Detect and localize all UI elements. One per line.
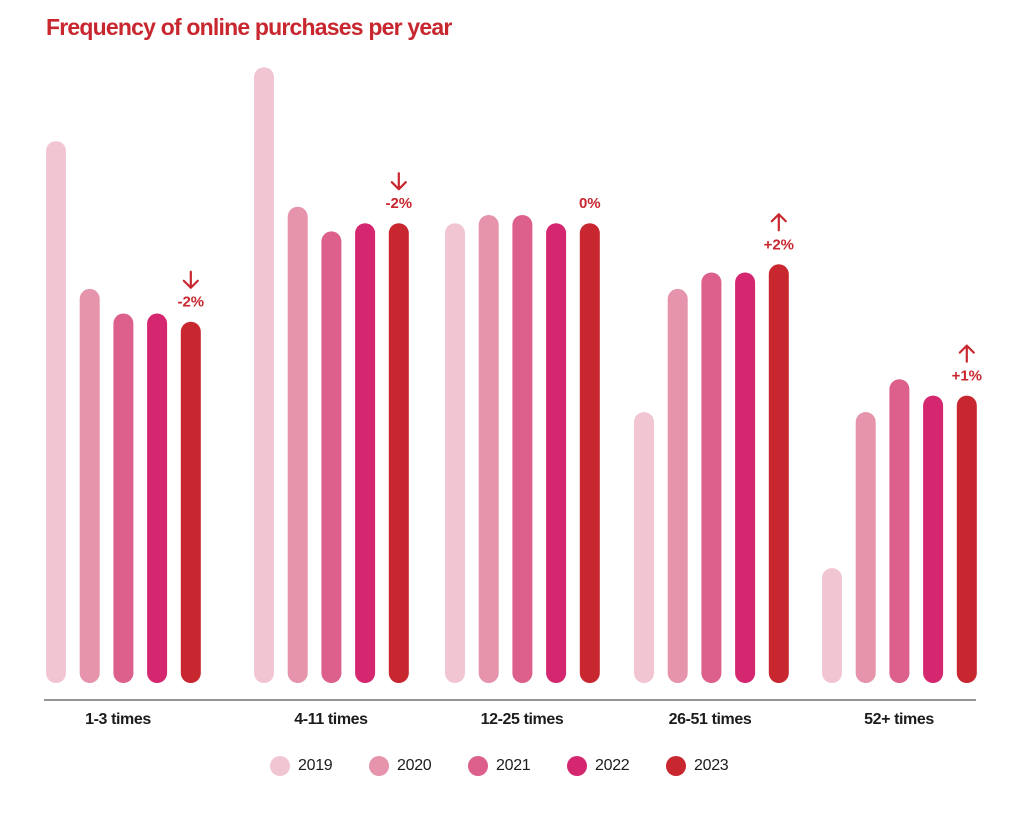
change-label: -2% bbox=[385, 195, 412, 212]
bar-2019-12-25-times bbox=[445, 223, 465, 684]
bar-2022-52-times bbox=[923, 395, 944, 683]
bar-2021-26-51-times bbox=[701, 272, 722, 683]
category-label: 4-11 times bbox=[294, 711, 368, 728]
legend-item-2021: 2021 bbox=[468, 756, 567, 776]
category-labels: 1-3 times 4-11 times 12-25 times 26-51 time… bbox=[85, 711, 935, 728]
bar-2023-12-25-times bbox=[579, 223, 600, 684]
legend-item-2020: 2020 bbox=[369, 756, 468, 776]
category-label: 26-51 times bbox=[669, 711, 752, 728]
bar-chart: 1-3 times 4-11 times 12-25 times 26-51 time… bbox=[44, 67, 982, 728]
chart-title: Frequency of online purchases per year bbox=[46, 14, 452, 40]
bar-2020-52-times bbox=[855, 412, 876, 683]
bar-2021-4-11-times bbox=[321, 231, 342, 683]
bar-2022-12-25-times bbox=[546, 223, 567, 684]
bar-2020-1-3-times bbox=[79, 288, 100, 683]
bar-2020-26-51-times bbox=[667, 288, 688, 683]
bar-2021-52-times bbox=[889, 379, 910, 683]
category-label: 52+ times bbox=[864, 711, 934, 728]
category-label: 12-25 times bbox=[481, 711, 564, 728]
change-annotations: -2% -2% 0% +2% +1% bbox=[177, 172, 982, 385]
bar-2023-4-11-times bbox=[388, 223, 409, 684]
legend-swatch bbox=[468, 756, 488, 776]
legend-label: 2023 bbox=[694, 757, 729, 774]
legend-swatch bbox=[666, 756, 686, 776]
bar-2022-26-51-times bbox=[735, 272, 756, 683]
bar-2020-4-11-times bbox=[287, 206, 308, 683]
change-label: +1% bbox=[952, 368, 982, 385]
legend-label: 2019 bbox=[298, 757, 333, 774]
bar-2023-52-times bbox=[956, 395, 977, 683]
arrow-up-icon bbox=[958, 344, 975, 363]
bar-2019-1-3-times bbox=[46, 141, 66, 683]
change-label: +2% bbox=[764, 236, 794, 253]
legend-swatch bbox=[567, 756, 587, 776]
bar-2023-26-51-times bbox=[768, 264, 789, 683]
change-label: -2% bbox=[177, 294, 204, 311]
bar-2022-1-3-times bbox=[147, 313, 168, 683]
legend-item-2019: 2019 bbox=[270, 756, 369, 776]
arrow-down-icon bbox=[182, 270, 199, 289]
legend: 2019 2020 2021 2022 2023 bbox=[270, 756, 765, 776]
bar-2020-12-25-times bbox=[478, 215, 499, 683]
bar-2019-26-51-times bbox=[634, 412, 654, 683]
legend-label: 2021 bbox=[496, 757, 531, 774]
arrow-up-icon bbox=[770, 213, 787, 232]
legend-label: 2022 bbox=[595, 757, 630, 774]
legend-swatch bbox=[369, 756, 389, 776]
bar-2019-52-times bbox=[822, 568, 842, 683]
legend-label: 2020 bbox=[397, 757, 432, 774]
change-label: 0% bbox=[579, 195, 601, 212]
category-label: 1-3 times bbox=[85, 711, 151, 728]
arrow-down-icon bbox=[390, 172, 407, 191]
bar-2022-4-11-times bbox=[355, 223, 376, 684]
bar-2019-4-11-times bbox=[254, 67, 274, 684]
legend-swatch bbox=[270, 756, 290, 776]
bar-2023-1-3-times bbox=[180, 321, 201, 683]
legend-item-2022: 2022 bbox=[567, 756, 666, 776]
bar-2021-12-25-times bbox=[512, 215, 533, 683]
bars-layer bbox=[46, 67, 977, 684]
legend-item-2023: 2023 bbox=[666, 756, 765, 776]
bar-2021-1-3-times bbox=[113, 313, 134, 683]
